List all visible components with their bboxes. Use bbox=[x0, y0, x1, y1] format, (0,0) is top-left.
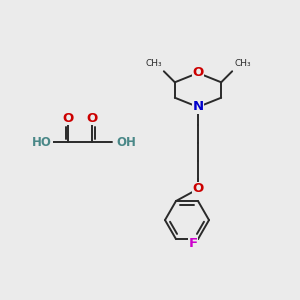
Text: O: O bbox=[192, 67, 204, 80]
Text: CH₃: CH₃ bbox=[234, 59, 251, 68]
Text: N: N bbox=[192, 100, 204, 113]
Text: O: O bbox=[62, 112, 74, 124]
Text: CH₃: CH₃ bbox=[145, 59, 162, 68]
Text: O: O bbox=[86, 112, 98, 124]
Text: F: F bbox=[188, 237, 198, 250]
Text: HO: HO bbox=[32, 136, 52, 148]
Text: O: O bbox=[192, 182, 204, 196]
Text: OH: OH bbox=[116, 136, 136, 148]
